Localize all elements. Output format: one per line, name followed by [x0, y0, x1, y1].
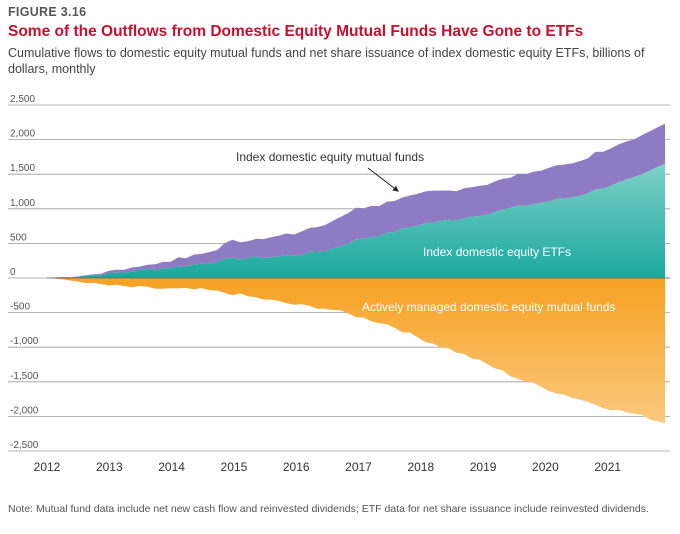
x-tick-label: 2019 [470, 460, 497, 474]
x-tick-label: 2016 [283, 460, 310, 474]
chart-title: Some of the Outflows from Domestic Equit… [8, 23, 584, 40]
y-tick-label: -2,000 [10, 405, 39, 416]
x-tick-label: 2020 [532, 460, 559, 474]
axis-ticks: 2,500 2,000 1,500 1,000 500 0 -500 -1,000 -1,500… [10, 94, 621, 474]
x-tick-label: 2012 [34, 460, 61, 474]
y-tick-label: 2,000 [10, 129, 35, 140]
chart-subtitle: Cumulative flows to domestic equity mutu… [8, 46, 645, 76]
stacked-area-chart: 2,500 2,000 1,500 1,000 500 0 -500 -1,000 -1,500… [8, 94, 670, 474]
x-tick-label: 2021 [594, 460, 621, 474]
annotation-active-mutual-funds: Actively managed domestic equity mutual … [362, 300, 615, 314]
series-area-active-mutual-funds [47, 278, 665, 424]
series-areas [47, 123, 670, 424]
annotation-arrow [367, 167, 399, 192]
series-area-index-etfs [47, 163, 665, 278]
annotation-index-mutual-funds: Index domestic equity mutual funds [236, 150, 424, 164]
x-tick-label: 2018 [407, 460, 434, 474]
y-tick-label: 1,500 [10, 163, 35, 174]
y-tick-label: -500 [10, 302, 30, 313]
y-tick-label: 2,500 [10, 94, 35, 105]
y-tick-label: 1,000 [10, 198, 35, 209]
y-tick-label: -1,000 [10, 336, 39, 347]
y-tick-label: -2,500 [10, 440, 39, 451]
x-tick-label: 2017 [345, 460, 372, 474]
y-tick-label: 500 [10, 232, 27, 243]
annotation-index-etfs: Index domestic equity ETFs [423, 245, 571, 259]
y-tick-label: -1,500 [10, 371, 39, 382]
x-tick-label: 2013 [96, 460, 123, 474]
figure-label: FIGURE 3.16 [8, 5, 87, 19]
footnote: Note: Mutual fund data include net new c… [8, 503, 649, 515]
x-tick-label: 2015 [221, 460, 248, 474]
y-tick-label: 0 [10, 267, 16, 278]
x-tick-label: 2014 [158, 460, 185, 474]
series-area-index-mutual-funds [47, 123, 665, 278]
annotations: Index domestic equity mutual funds Index … [236, 150, 615, 314]
